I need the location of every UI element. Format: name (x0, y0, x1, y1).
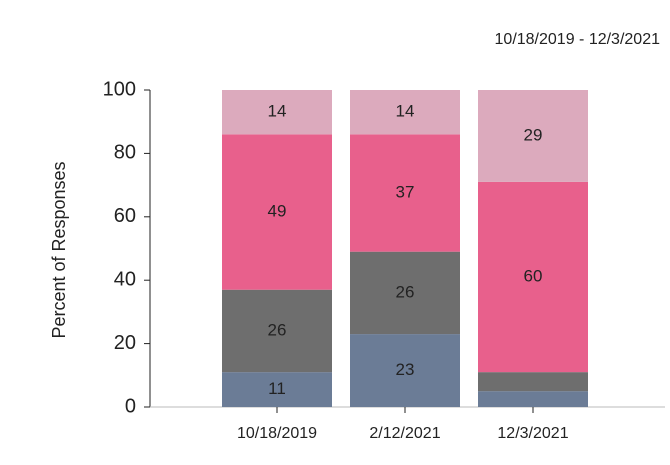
data-label: 60 (524, 267, 543, 286)
y-tick-label: 60 (114, 205, 136, 227)
y-tick-label: 40 (114, 268, 136, 290)
bar-segment (478, 372, 588, 391)
data-label: 49 (268, 202, 287, 221)
chart-subtitle: 10/18/2019 - 12/3/2021 (495, 31, 661, 48)
data-label: 11 (268, 379, 286, 398)
data-label: 14 (268, 102, 287, 121)
chart: 10/18/2019 - 12/3/2021 Percent of Respon… (0, 0, 670, 465)
y-tick-label: 0 (125, 395, 136, 417)
x-tick-label: 12/3/2021 (497, 425, 568, 442)
data-label: 23 (396, 360, 415, 379)
x-tick-label: 10/18/2019 (237, 425, 317, 442)
bar-segment (478, 391, 588, 407)
x-tick-label: 2/12/2021 (369, 425, 440, 442)
data-label: 29 (524, 125, 543, 144)
data-label: 26 (396, 282, 415, 301)
data-label: 26 (268, 320, 287, 339)
data-label: 14 (396, 102, 415, 121)
y-tick-label: 80 (114, 142, 136, 164)
y-tick-label: 20 (114, 332, 136, 354)
y-axis-label: Percent of Responses (49, 161, 69, 338)
data-label: 37 (396, 183, 415, 202)
y-tick-label: 100 (103, 78, 136, 100)
